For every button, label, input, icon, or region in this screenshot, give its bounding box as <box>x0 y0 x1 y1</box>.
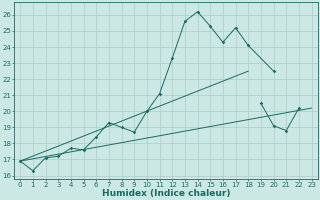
X-axis label: Humidex (Indice chaleur): Humidex (Indice chaleur) <box>102 189 230 198</box>
